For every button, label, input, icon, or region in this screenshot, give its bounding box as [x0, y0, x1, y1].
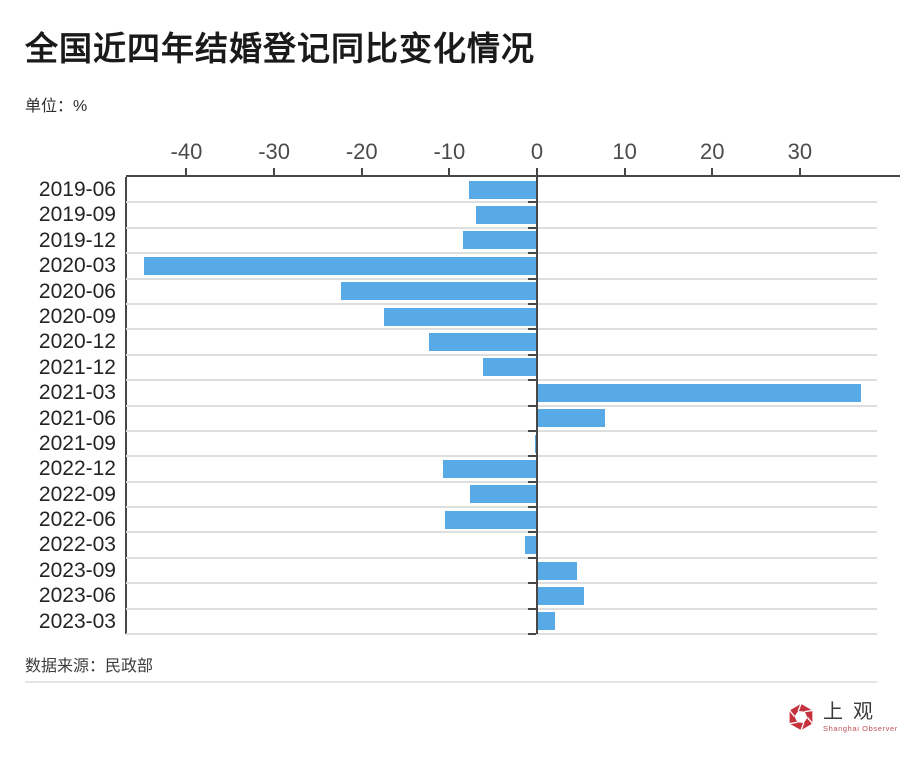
- x-tick-mark: [711, 168, 714, 177]
- x-tick-mark: [273, 168, 276, 177]
- gridline: [126, 480, 877, 483]
- row-label: 2021-09: [38, 431, 116, 455]
- bar: [468, 180, 536, 199]
- shanghai-observer-icon: [786, 702, 816, 732]
- row-label: 2023-03: [38, 609, 116, 633]
- bar: [476, 206, 536, 225]
- gridline: [126, 607, 877, 610]
- x-tick-mark: [623, 168, 626, 177]
- zero-axis-tick: [527, 429, 536, 432]
- gridline: [126, 531, 877, 534]
- x-tick-label: -40: [170, 139, 203, 164]
- bar: [429, 333, 536, 352]
- bar: [463, 231, 536, 250]
- bar: [443, 459, 536, 478]
- row-label: 2021-03: [38, 381, 116, 405]
- x-tick-mark: [185, 168, 188, 177]
- row-label: 2023-06: [38, 584, 116, 608]
- zero-axis-tick: [527, 506, 536, 509]
- brand-name-en: Shanghai Observer: [823, 724, 898, 733]
- row-label: 2022-12: [38, 457, 116, 481]
- row-label: 2022-09: [38, 482, 116, 506]
- bar: [537, 409, 605, 428]
- gridline: [126, 328, 877, 331]
- bar: [144, 256, 536, 275]
- gridline: [126, 379, 877, 382]
- bar: [525, 536, 536, 555]
- bar: [537, 561, 578, 580]
- zero-axis-tick: [527, 582, 536, 585]
- bar: [534, 434, 536, 453]
- gridline: [126, 582, 877, 585]
- zero-axis-tick: [527, 252, 536, 255]
- zero-axis-tick: [527, 277, 536, 280]
- page-title: 全国近四年结婚登记同比变化情况: [25, 30, 535, 67]
- source-label: 数据来源：民政部: [25, 658, 154, 675]
- row-label: 2020-12: [38, 330, 116, 354]
- row-label: 2021-06: [38, 406, 116, 430]
- gridline: [126, 633, 877, 635]
- row-label: 2020-09: [38, 304, 116, 328]
- zero-axis-tick: [527, 353, 536, 356]
- bar: [482, 358, 536, 377]
- row-label: 2021-12: [38, 355, 116, 379]
- brand-name-cn: 上观: [823, 701, 883, 723]
- row-label: 2019-09: [38, 203, 116, 227]
- row-label: 2019-12: [38, 228, 116, 252]
- gridline: [126, 353, 877, 356]
- x-axis-line: [126, 175, 900, 177]
- zero-axis-tick: [527, 404, 536, 407]
- zero-axis-tick: [527, 379, 536, 382]
- bar: [537, 586, 585, 605]
- zero-axis-tick: [527, 455, 536, 458]
- gridline: [126, 201, 877, 204]
- gridline: [126, 455, 877, 458]
- x-tick-label: -20: [345, 139, 378, 164]
- gridline: [126, 277, 877, 280]
- gridline: [126, 429, 877, 432]
- x-tick-mark: [535, 168, 538, 177]
- zero-axis-tick: [527, 607, 536, 610]
- brand-logo: 上观 Shanghai Observer: [786, 701, 898, 733]
- unit-label: 单位：%: [25, 98, 88, 115]
- row-label: 2023-09: [38, 558, 116, 582]
- bar: [537, 383, 862, 402]
- row-label: 2020-03: [38, 254, 116, 278]
- row-label: 2022-03: [38, 533, 116, 557]
- zero-axis-tick: [527, 556, 536, 559]
- gridline: [126, 506, 877, 509]
- gridline: [126, 556, 877, 559]
- zero-axis-tick: [527, 480, 536, 483]
- zero-axis-tick: [527, 328, 536, 331]
- zero-axis-tick: [527, 531, 536, 534]
- row-label: 2020-06: [38, 279, 116, 303]
- x-tick-label: 0: [530, 139, 544, 164]
- gridline: [126, 404, 877, 407]
- x-tick-label: -10: [433, 139, 466, 164]
- zero-axis-tick: [527, 633, 536, 635]
- x-tick-label: 30: [787, 139, 813, 164]
- x-tick-mark: [448, 168, 451, 177]
- row-label: 2022-06: [38, 508, 116, 532]
- bar: [470, 485, 536, 504]
- gridline: [126, 252, 877, 255]
- x-tick-mark: [798, 168, 801, 177]
- bar: [383, 307, 536, 326]
- zero-axis-tick: [527, 226, 536, 229]
- bar: [444, 510, 536, 529]
- gridline: [126, 302, 877, 305]
- bar: [537, 612, 555, 631]
- x-tick-label: -30: [258, 139, 290, 164]
- x-tick-mark: [360, 168, 363, 177]
- zero-line: [535, 177, 538, 634]
- bar: [340, 282, 536, 301]
- x-tick-label: 20: [700, 139, 725, 164]
- gridline: [126, 226, 877, 229]
- footer-divider: [25, 681, 877, 683]
- zero-axis-tick: [527, 302, 536, 305]
- zero-axis-tick: [527, 201, 536, 204]
- x-tick-label: 10: [612, 139, 637, 164]
- row-label: 2019-06: [38, 178, 116, 201]
